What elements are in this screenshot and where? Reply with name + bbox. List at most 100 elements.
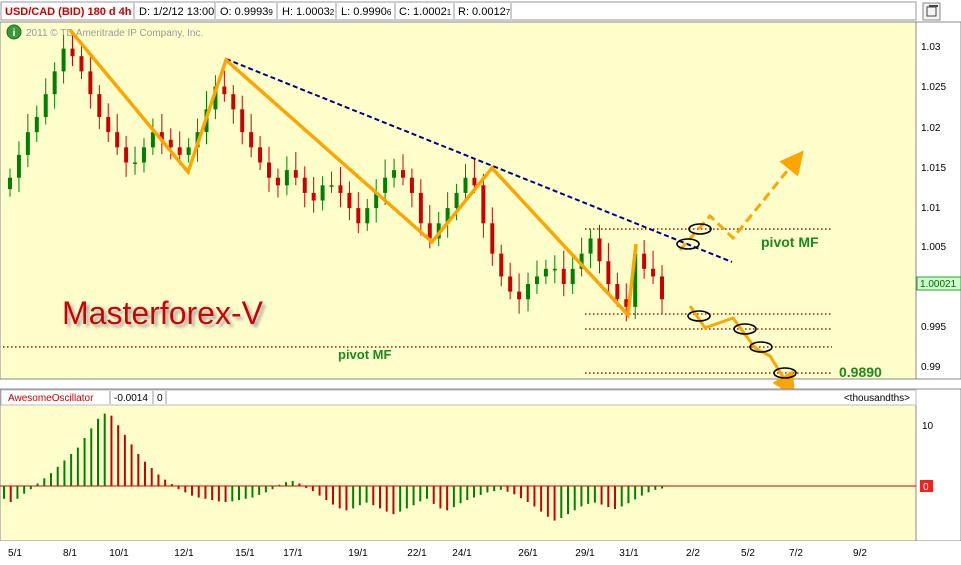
marker-ellipse xyxy=(733,323,757,335)
candle-down xyxy=(660,276,664,300)
candle-up xyxy=(320,185,325,201)
candle-up xyxy=(445,208,450,224)
candle-down xyxy=(481,185,486,224)
brand-watermark: Masterforex-V xyxy=(62,295,264,331)
candle-up xyxy=(186,147,191,155)
candle-up xyxy=(534,276,539,285)
price-axis: 1.03 1.025 1.02 1.015 1.01 1.005 1 0.995… xyxy=(916,42,961,373)
oscillator-value: -0.0014 xyxy=(114,393,148,404)
candle-down xyxy=(517,291,522,300)
marker-ellipse xyxy=(687,310,711,322)
candle-up xyxy=(150,132,155,148)
candle-down xyxy=(499,253,504,277)
price-tick: 1.015 xyxy=(921,163,946,174)
candle-up xyxy=(463,177,468,193)
candle-down xyxy=(275,177,280,186)
candle-up xyxy=(16,154,21,178)
time-tick: 19/1 xyxy=(348,548,368,559)
candle-up xyxy=(579,253,584,269)
time-tick: 15/1 xyxy=(235,548,255,559)
candle-up xyxy=(543,268,548,277)
oscillator-panel xyxy=(0,388,917,542)
candle-down xyxy=(168,139,173,148)
time-axis-panel xyxy=(0,541,961,565)
oscillator-tick: 10 xyxy=(922,421,934,432)
time-tick: 5/2 xyxy=(741,548,755,559)
candle-down xyxy=(615,284,620,300)
header-background xyxy=(0,1,917,21)
price-tick: 1.005 xyxy=(921,242,946,253)
time-tick: 17/1 xyxy=(283,548,303,559)
candle-down xyxy=(338,185,343,193)
info-icon-glyph: i xyxy=(13,28,16,39)
time-tick: 12/1 xyxy=(174,548,194,559)
high-label: H: 1.00032 xyxy=(282,6,335,18)
candle-down xyxy=(642,253,647,269)
pivot-label-upper: pivot MF xyxy=(761,234,819,250)
price-tick: 1.02 xyxy=(921,123,941,134)
time-tick: 29/1 xyxy=(575,548,595,559)
candle-up xyxy=(365,208,370,224)
time-tick: 10/1 xyxy=(109,548,129,559)
low-label: L: 0.99906 xyxy=(341,6,392,18)
candle-down xyxy=(606,261,611,285)
candle-down xyxy=(490,223,495,254)
candle-down xyxy=(124,147,129,163)
candle-down xyxy=(624,299,629,307)
candle-up xyxy=(454,192,459,209)
info-icon xyxy=(6,24,22,40)
oscillator-zero-badge xyxy=(920,480,933,492)
candle-down xyxy=(106,116,111,133)
price-axis-panel xyxy=(915,21,961,380)
oscillator-name: AwesomeOscillator xyxy=(8,393,94,404)
time-tick: 24/1 xyxy=(452,548,472,559)
candle-up xyxy=(141,147,146,163)
candle-up xyxy=(329,185,334,187)
oscillator-units: <thousandths> xyxy=(844,393,910,404)
target-label: 0.9890 xyxy=(839,364,882,380)
date-label: D: 1/2/12 13:00 xyxy=(139,6,214,18)
oscillator-bars xyxy=(3,413,663,521)
candle-up xyxy=(43,94,48,117)
candle-up xyxy=(374,192,379,209)
candle-down xyxy=(347,192,352,209)
close-label: C: 1.00021 xyxy=(399,6,452,18)
candle-up xyxy=(34,116,39,133)
descending-trendline xyxy=(225,58,733,263)
candle-down xyxy=(427,223,432,239)
candle-down xyxy=(231,94,236,110)
candle-down xyxy=(240,109,245,133)
candle-up xyxy=(284,170,289,186)
candle-up xyxy=(61,48,66,72)
candle-down xyxy=(222,86,227,95)
candle-up xyxy=(25,132,30,155)
candle-down xyxy=(508,276,513,292)
candle-down xyxy=(293,170,298,178)
candle-up xyxy=(383,177,388,193)
time-tick: 26/1 xyxy=(518,548,538,559)
candle-down xyxy=(177,147,182,155)
time-tick: 9/2 xyxy=(853,548,867,559)
time-tick: 5/1 xyxy=(8,548,22,559)
time-tick: 31/1 xyxy=(619,548,639,559)
maximize-icon-bar xyxy=(929,5,938,7)
wave-path xyxy=(68,28,638,319)
price-tick: 1.025 xyxy=(921,82,946,93)
candle-up xyxy=(570,268,575,285)
copyright-watermark: 2011 © TD Ameritrade IP Company, Inc. xyxy=(26,28,203,39)
candle-down xyxy=(79,56,84,72)
candle-down xyxy=(597,238,602,262)
candlestick-series xyxy=(8,30,664,322)
candle-down xyxy=(249,132,254,148)
candle-up xyxy=(633,253,638,307)
candle-down xyxy=(400,170,405,178)
last-price-value: 1.00021 xyxy=(920,279,957,290)
oscillator-header-background xyxy=(0,389,917,406)
marker-ellipse xyxy=(749,341,773,353)
maximize-button[interactable] xyxy=(922,2,941,21)
bearish-projection xyxy=(688,305,796,398)
info-badge[interactable]: i xyxy=(6,24,22,40)
level-markers xyxy=(676,223,797,379)
range-label: R: 0.00127 xyxy=(458,6,511,18)
